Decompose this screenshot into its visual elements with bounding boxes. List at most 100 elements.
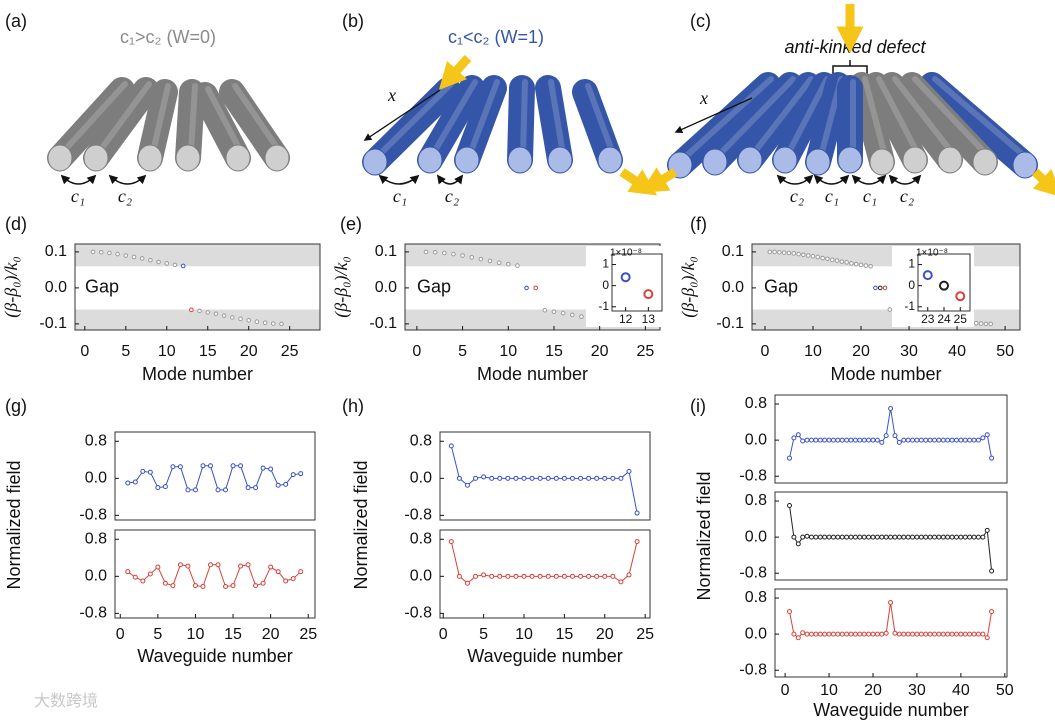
data-point xyxy=(131,254,137,260)
data-point xyxy=(164,261,170,266)
data-point xyxy=(767,249,773,255)
waveguide xyxy=(47,77,135,171)
data-point xyxy=(115,251,120,257)
data-point xyxy=(221,313,227,318)
waveguide-shine xyxy=(932,76,1031,162)
bracket xyxy=(832,60,868,75)
data-point xyxy=(551,309,557,314)
data-point xyxy=(529,475,535,481)
data-point xyxy=(132,574,138,580)
data-point xyxy=(874,437,880,443)
data-point xyxy=(487,258,493,264)
x-tick-label: 20 xyxy=(591,343,609,360)
data-point xyxy=(537,573,543,579)
data-point xyxy=(262,320,268,326)
waveguide-end xyxy=(937,146,963,174)
data-point xyxy=(953,437,959,443)
panel-label: (g) xyxy=(5,396,27,416)
data-point xyxy=(830,631,836,637)
field-line xyxy=(789,408,993,459)
data-point xyxy=(848,437,854,443)
coupling-arrow xyxy=(888,174,922,185)
y-tick-label: 0.0 xyxy=(85,470,107,487)
data-point xyxy=(230,463,236,469)
data-point xyxy=(469,255,475,260)
data-point xyxy=(927,631,933,637)
data-point xyxy=(905,534,911,540)
data-point xyxy=(932,631,937,637)
data-point xyxy=(927,534,933,540)
waveguide-end xyxy=(597,146,623,174)
plot-frame xyxy=(74,243,321,331)
data-point xyxy=(460,253,465,258)
gap-band xyxy=(752,244,1020,267)
data-point xyxy=(456,475,462,481)
x-tick-label: 25 xyxy=(299,626,317,643)
data-point xyxy=(529,573,535,579)
waveguide-shine xyxy=(232,83,283,155)
data-point xyxy=(918,631,924,637)
data-point xyxy=(123,253,129,258)
y-tick-label: 0.0 xyxy=(745,625,767,642)
data-point xyxy=(858,262,864,268)
data-point xyxy=(275,569,281,575)
x-tick-label: 20 xyxy=(852,343,870,360)
data-point xyxy=(989,455,995,461)
data-point xyxy=(213,311,219,317)
data-point xyxy=(822,534,828,540)
data-point xyxy=(245,485,251,491)
data-point xyxy=(162,484,168,490)
data-point xyxy=(125,569,131,575)
data-point xyxy=(197,308,202,314)
data-point xyxy=(246,317,252,323)
data-point xyxy=(949,437,955,443)
plot-frame xyxy=(439,529,651,619)
waveguide-shine xyxy=(876,76,921,157)
diagram-title: c₁>c₂ (W=0) xyxy=(120,27,216,47)
data-point xyxy=(967,437,973,443)
coupling-arrow xyxy=(436,174,464,185)
waveguide-shine xyxy=(150,83,171,155)
axis-name: x xyxy=(387,85,396,105)
data-point xyxy=(238,316,243,322)
data-point xyxy=(223,584,229,590)
data-point xyxy=(879,631,885,637)
y-tick-label: 0.8 xyxy=(745,492,767,509)
data-point xyxy=(914,437,920,443)
data-point xyxy=(156,259,161,265)
data-point xyxy=(953,631,959,637)
waveguide-shine xyxy=(548,79,566,157)
data-point xyxy=(578,573,584,579)
data-point xyxy=(817,534,823,540)
x-tick-label: 5 xyxy=(121,343,130,360)
waveguide-shine xyxy=(785,76,830,157)
waveguide-end xyxy=(454,146,480,174)
waveguide xyxy=(219,79,290,171)
data-point xyxy=(155,564,161,570)
data-point xyxy=(200,463,206,469)
data-point xyxy=(973,320,979,326)
data-point xyxy=(586,573,592,579)
y-axis-label: Normalized field xyxy=(351,460,371,589)
y-axis-label: (β-β₀)/k₀ xyxy=(331,256,352,317)
data-point xyxy=(822,437,828,443)
y-tick-label: -0.8 xyxy=(79,605,107,622)
waveguide-end xyxy=(83,144,109,172)
x-tick-label: 24 xyxy=(937,312,951,326)
data-point xyxy=(815,254,821,260)
x-axis-label: Mode number xyxy=(142,364,253,384)
data-point xyxy=(448,443,454,449)
data-point xyxy=(602,475,608,481)
data-point xyxy=(781,250,787,255)
data-point xyxy=(620,272,631,283)
data-point xyxy=(804,437,810,443)
waveguide-shine xyxy=(585,83,616,157)
data-point xyxy=(984,635,990,641)
data-point xyxy=(813,631,819,637)
data-point xyxy=(888,406,894,412)
y-tick-label: 0.8 xyxy=(745,395,767,412)
data-point xyxy=(808,534,814,540)
waveguide-end xyxy=(737,146,763,174)
data-point xyxy=(939,280,949,291)
data-point xyxy=(432,249,438,255)
